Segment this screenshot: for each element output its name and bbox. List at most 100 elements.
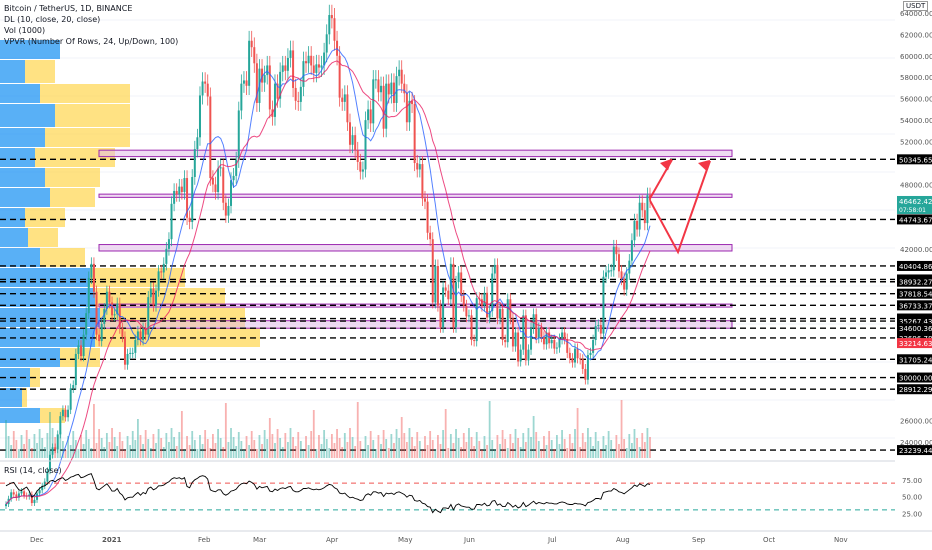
candle-body[interactable] xyxy=(555,347,558,349)
candle-body[interactable] xyxy=(390,82,393,95)
candle-body[interactable] xyxy=(92,263,95,292)
candle-body[interactable] xyxy=(473,340,476,342)
candle-body[interactable] xyxy=(354,135,357,151)
candle-body[interactable] xyxy=(294,87,297,101)
rsi-legend[interactable]: RSI (14, close) xyxy=(4,466,62,475)
candle-body[interactable] xyxy=(160,271,163,273)
candle-body[interactable] xyxy=(165,248,168,264)
candle-body[interactable] xyxy=(511,318,514,347)
candle-body[interactable] xyxy=(623,278,626,290)
candle-body[interactable] xyxy=(5,504,7,507)
candle-body[interactable] xyxy=(413,104,416,164)
candle-body[interactable] xyxy=(131,352,134,354)
candle-body[interactable] xyxy=(400,69,403,84)
candle-body[interactable] xyxy=(638,202,641,230)
candle-body[interactable] xyxy=(149,288,152,298)
candle-body[interactable] xyxy=(597,324,600,327)
candle-body[interactable] xyxy=(374,79,377,81)
candle-body[interactable] xyxy=(72,385,75,389)
candle-body[interactable] xyxy=(341,97,344,102)
candle-body[interactable] xyxy=(356,150,359,162)
candle-body[interactable] xyxy=(41,485,44,491)
candle-body[interactable] xyxy=(211,178,214,185)
candle-body[interactable] xyxy=(462,296,465,306)
candle-body[interactable] xyxy=(530,328,533,350)
candle-body[interactable] xyxy=(90,263,93,278)
candle-body[interactable] xyxy=(506,299,509,343)
candle-body[interactable] xyxy=(17,493,20,498)
candle-body[interactable] xyxy=(325,34,328,53)
candle-body[interactable] xyxy=(180,186,183,192)
candle-body[interactable] xyxy=(103,308,106,324)
candle-body[interactable] xyxy=(248,40,251,86)
candle-body[interactable] xyxy=(633,220,636,241)
candle-body[interactable] xyxy=(643,210,646,224)
candle-body[interactable] xyxy=(602,276,605,334)
candle-body[interactable] xyxy=(338,55,341,98)
candle-body[interactable] xyxy=(268,65,271,110)
candle-body[interactable] xyxy=(579,358,582,360)
candle-body[interactable] xyxy=(307,55,310,64)
candle-body[interactable] xyxy=(54,447,57,450)
candle-body[interactable] xyxy=(87,277,90,314)
candle-body[interactable] xyxy=(111,302,114,316)
candle-body[interactable] xyxy=(343,94,346,102)
candle-body[interactable] xyxy=(59,416,62,435)
candle-body[interactable] xyxy=(545,332,548,345)
candle-body[interactable] xyxy=(542,336,545,345)
candle-body[interactable] xyxy=(351,135,354,145)
candle-body[interactable] xyxy=(423,198,426,202)
candle-body[interactable] xyxy=(558,338,561,348)
candle-body[interactable] xyxy=(183,178,186,192)
candle-body[interactable] xyxy=(320,65,323,68)
candle-body[interactable] xyxy=(235,159,238,176)
candle-body[interactable] xyxy=(571,358,574,363)
currency-label[interactable]: USDT xyxy=(903,1,929,11)
candle-body[interactable] xyxy=(10,492,13,499)
candle-body[interactable] xyxy=(328,15,331,35)
candle-body[interactable] xyxy=(436,266,439,306)
candle-body[interactable] xyxy=(188,217,191,223)
candle-body[interactable] xyxy=(95,291,98,335)
candle-body[interactable] xyxy=(470,315,473,341)
candle-body[interactable] xyxy=(576,348,579,359)
support-resistance-zone[interactable] xyxy=(98,244,733,252)
candle-body[interactable] xyxy=(377,79,380,93)
candle-body[interactable] xyxy=(460,272,463,297)
candle-body[interactable] xyxy=(589,352,592,356)
candle-body[interactable] xyxy=(224,202,227,216)
candle-body[interactable] xyxy=(105,291,108,309)
candle-body[interactable] xyxy=(625,273,628,290)
candle-body[interactable] xyxy=(297,100,300,102)
support-resistance-zone[interactable] xyxy=(98,193,733,198)
candle-body[interactable] xyxy=(232,175,235,181)
candle-body[interactable] xyxy=(411,100,414,105)
candle-body[interactable] xyxy=(537,328,540,338)
candle-body[interactable] xyxy=(100,323,103,342)
candle-body[interactable] xyxy=(641,202,644,211)
candle-body[interactable] xyxy=(317,64,320,68)
candle-body[interactable] xyxy=(615,246,618,255)
support-resistance-zone[interactable] xyxy=(98,320,733,329)
candle-body[interactable] xyxy=(581,359,584,369)
candle-body[interactable] xyxy=(501,308,504,341)
candle-body[interactable] xyxy=(108,291,111,303)
candle-body[interactable] xyxy=(369,109,372,124)
rsi-line[interactable] xyxy=(5,473,651,514)
candle-body[interactable] xyxy=(535,314,538,338)
candle-body[interactable] xyxy=(178,186,181,195)
candle-body[interactable] xyxy=(129,352,132,354)
candle-body[interactable] xyxy=(524,315,527,361)
candle-body[interactable] xyxy=(434,266,437,303)
candle-body[interactable] xyxy=(230,180,233,206)
candle-body[interactable] xyxy=(80,345,83,357)
candle-body[interactable] xyxy=(607,270,610,273)
candle-body[interactable] xyxy=(392,82,395,103)
candle-body[interactable] xyxy=(491,273,494,312)
candle-body[interactable] xyxy=(467,315,470,317)
dl-indicator-label[interactable]: DL (10, close, 20, close) xyxy=(4,15,101,24)
candle-body[interactable] xyxy=(333,18,336,41)
candle-body[interactable] xyxy=(418,164,421,170)
projection-arrow[interactable] xyxy=(649,160,711,255)
candle-body[interactable] xyxy=(488,311,491,318)
